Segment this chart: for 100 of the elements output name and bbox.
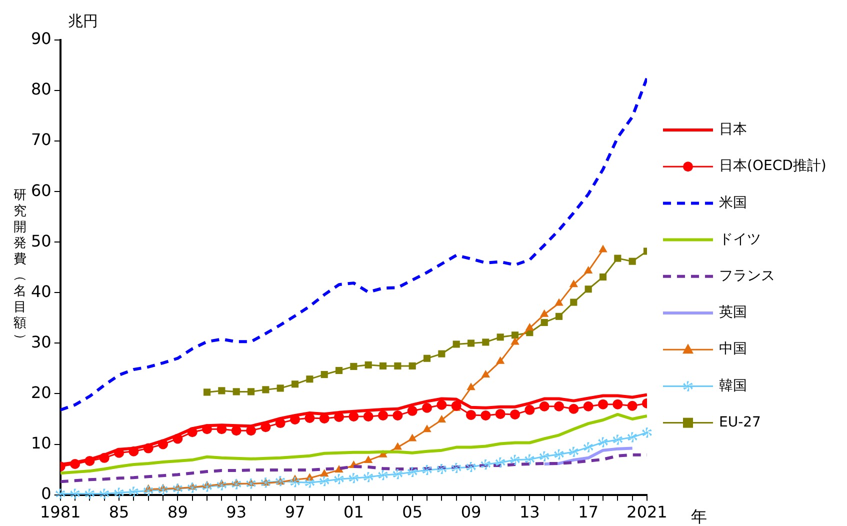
point [570,298,578,306]
legend-label: 英国 [719,304,747,321]
point [379,362,387,370]
point [202,482,212,492]
point [408,362,416,370]
point [495,408,506,419]
point [422,402,432,413]
point [350,362,358,370]
point [510,337,520,345]
point [540,309,549,317]
point [438,350,446,358]
point [568,404,579,414]
point [510,454,520,465]
point [480,459,491,470]
point [276,384,284,392]
point [70,488,80,499]
point [467,340,475,347]
point [540,318,548,326]
point [496,334,504,341]
point [304,478,315,488]
point [612,399,623,410]
point [392,469,403,480]
point [496,356,505,364]
point [216,480,227,490]
point [128,486,139,497]
point [247,388,255,396]
legend-label: 日本 [719,122,747,138]
point [525,323,534,331]
x-tick-label: 05 [402,502,423,522]
point [231,426,242,436]
point [394,362,402,370]
point [583,442,594,452]
x-tick-label: 93 [226,502,247,522]
y-tick-label: 80 [31,80,52,99]
point [378,410,388,420]
point [555,312,563,320]
point [598,437,608,448]
point [481,370,490,378]
x-tick-label: 1981 [40,502,81,522]
point [495,457,506,468]
point [422,465,432,476]
point [614,254,622,262]
y-tick-label: 20 [31,382,52,402]
point [436,464,447,474]
x-tick-label: 01 [344,502,364,522]
point [99,488,110,499]
point [480,410,491,420]
point [583,401,594,412]
point [393,442,402,450]
legend-label: 韓国 [719,378,747,394]
point [554,401,564,412]
point [290,477,300,488]
y-tick-label: 30 [31,332,52,352]
point [84,488,95,499]
point [203,388,211,396]
point [392,410,403,420]
y-tick-label: 10 [31,433,52,452]
point [627,400,638,411]
point [262,386,270,394]
point [584,266,593,274]
point [452,340,460,348]
point [612,434,623,445]
point [524,454,535,464]
point [55,488,66,499]
point [451,400,462,411]
y-tick-label: 50 [31,231,52,250]
y-tick-label: 0 [41,484,52,503]
point [291,380,299,388]
point [584,286,592,293]
point [628,258,636,265]
point [524,404,535,415]
x-tick-label: 97 [284,502,306,522]
point [158,484,168,495]
point [320,469,329,477]
x-axis-title: 年 [691,506,707,526]
point [539,451,550,462]
point [510,409,520,420]
legend-label: 中国 [719,341,747,358]
x-tick-label: 89 [168,502,188,522]
point [143,486,154,496]
point [334,474,344,484]
y-tick-label: 70 [31,130,52,150]
point [218,387,226,394]
point [642,428,652,438]
point [306,376,314,383]
point [363,472,374,482]
legend-label: ドイツ [719,231,761,248]
x-tick-label: 09 [460,502,482,522]
point [348,411,359,422]
point [364,361,372,368]
point [554,298,564,306]
point [187,482,198,493]
point [408,434,417,442]
point [539,401,550,412]
legend-label: 日本(OECD推計) [719,158,826,174]
legend-label: フランス [719,268,775,284]
point [114,488,124,498]
point [232,388,240,396]
x-tick-label: 2021 [626,502,668,522]
point [423,354,431,362]
